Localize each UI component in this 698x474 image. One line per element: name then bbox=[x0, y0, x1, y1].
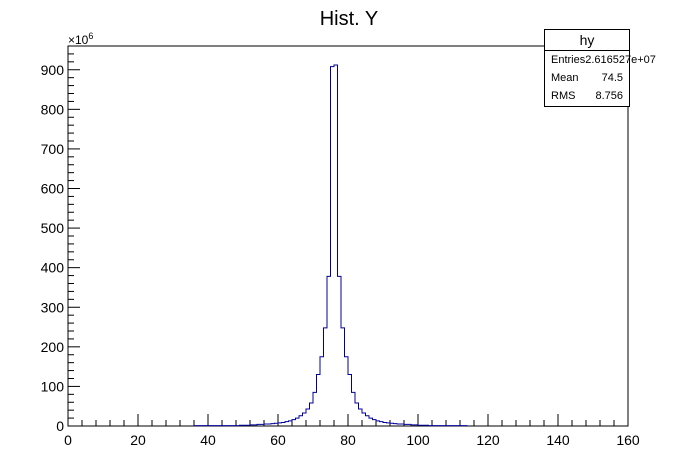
x-tick-label: 0 bbox=[64, 432, 72, 448]
y-axis: 0 100 200 300 400 500 600 700 800 900 bbox=[41, 45, 80, 434]
stats-label: Mean bbox=[551, 72, 579, 84]
histogram-outline bbox=[193, 64, 468, 427]
x-tick-label: 160 bbox=[616, 432, 640, 448]
stats-label: RMS bbox=[551, 90, 576, 102]
stats-value: 74.5 bbox=[601, 72, 623, 84]
chart-title: Hist. Y bbox=[320, 8, 379, 30]
histogram-bin bbox=[338, 276, 342, 426]
histogram-bin bbox=[282, 422, 286, 426]
y-tick-label: 200 bbox=[41, 339, 65, 355]
histogram-bin bbox=[313, 392, 317, 426]
histogram-bin bbox=[348, 375, 352, 426]
stats-title: hy bbox=[545, 30, 629, 51]
histogram-bin bbox=[324, 328, 328, 426]
histogram-bin bbox=[366, 416, 370, 426]
x-tick-label: 20 bbox=[130, 432, 146, 448]
stats-row-mean: Mean 74.5 bbox=[545, 69, 629, 87]
y-multiplier-label: ×106 bbox=[68, 31, 93, 47]
histogram-bin bbox=[373, 420, 377, 426]
histogram-bin bbox=[341, 328, 345, 426]
histogram-bin bbox=[331, 67, 335, 426]
histogram-bin bbox=[292, 420, 296, 426]
y-tick-label: 300 bbox=[41, 299, 65, 315]
x-axis: 0 20 40 60 80 100 120 140 160 bbox=[64, 414, 640, 448]
stats-label: Entries bbox=[551, 54, 586, 66]
x-tick-label: 40 bbox=[200, 432, 216, 448]
histogram-bin bbox=[362, 413, 366, 426]
y-tick-label: 400 bbox=[41, 260, 65, 276]
y-multiplier-base: ×10 bbox=[68, 33, 89, 47]
stats-value: 8.756 bbox=[595, 90, 623, 102]
histogram-bin bbox=[303, 413, 307, 426]
histogram-bin bbox=[380, 422, 384, 426]
histogram-bin bbox=[334, 65, 338, 426]
histogram-bin bbox=[352, 392, 356, 426]
y-tick-label: 700 bbox=[41, 141, 65, 157]
histogram-bin bbox=[327, 276, 331, 426]
y-tick-label: 0 bbox=[56, 418, 64, 434]
stats-box: hy Entries 2.616527e+07 Mean 74.5 RMS 8.… bbox=[544, 29, 656, 107]
histogram-bin bbox=[355, 403, 359, 426]
y-tick-label: 800 bbox=[41, 101, 65, 117]
y-tick-label: 900 bbox=[41, 62, 65, 78]
x-tick-label: 100 bbox=[406, 432, 430, 448]
stats-row-rms: RMS 8.756 bbox=[545, 87, 629, 105]
x-tick-label: 120 bbox=[476, 432, 500, 448]
histogram-bin bbox=[310, 403, 314, 426]
y-tick-label: 100 bbox=[41, 378, 65, 394]
histogram-bin bbox=[306, 409, 310, 426]
histogram-bin bbox=[383, 422, 387, 426]
histogram-bin bbox=[285, 422, 289, 426]
x-tick-label: 80 bbox=[340, 432, 356, 448]
y-tick-label: 500 bbox=[41, 220, 65, 236]
histogram-bin bbox=[369, 418, 373, 426]
histogram-bin bbox=[359, 409, 363, 426]
histogram-bin bbox=[376, 421, 380, 426]
y-multiplier-exp: 6 bbox=[88, 31, 93, 41]
histogram-series bbox=[193, 64, 468, 427]
histogram-bin bbox=[317, 375, 321, 426]
histogram-bin bbox=[289, 421, 293, 426]
histogram-bin bbox=[345, 357, 349, 426]
stats-value: 2.616527e+07 bbox=[585, 54, 656, 66]
histogram-bin bbox=[296, 418, 300, 426]
histogram-bin bbox=[320, 357, 324, 426]
x-tick-label: 60 bbox=[270, 432, 286, 448]
stats-row-entries: Entries 2.616527e+07 bbox=[545, 51, 656, 69]
x-tick-label: 140 bbox=[546, 432, 570, 448]
y-tick-label: 600 bbox=[41, 181, 65, 197]
histogram-bin bbox=[299, 416, 303, 426]
